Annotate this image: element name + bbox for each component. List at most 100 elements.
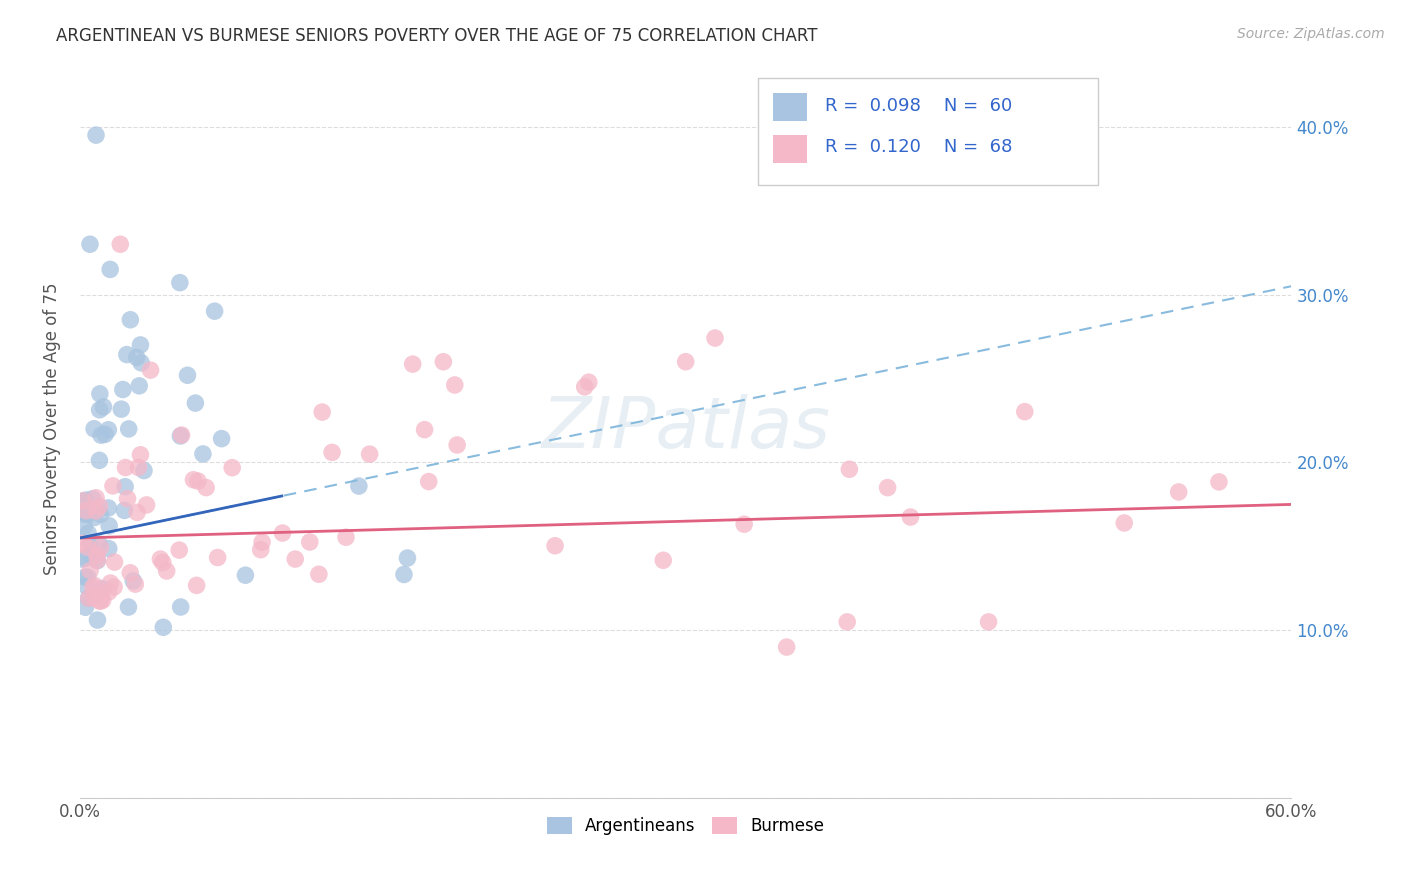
Point xyxy=(675,355,697,369)
Point xyxy=(72,495,94,509)
Point xyxy=(89,387,111,401)
Point xyxy=(187,474,209,488)
Point xyxy=(221,460,243,475)
Point xyxy=(184,396,207,410)
Point xyxy=(195,481,218,495)
Point xyxy=(122,574,145,588)
Point xyxy=(139,363,162,377)
Point xyxy=(170,428,193,442)
Point xyxy=(84,128,107,142)
Point xyxy=(75,493,97,508)
Point xyxy=(128,379,150,393)
Point xyxy=(347,479,370,493)
Point xyxy=(91,593,114,607)
Point xyxy=(89,541,111,555)
Point xyxy=(170,599,193,614)
Point xyxy=(443,378,465,392)
Point xyxy=(100,576,122,591)
Point xyxy=(114,460,136,475)
Point xyxy=(876,481,898,495)
Point xyxy=(169,276,191,290)
Point xyxy=(271,526,294,541)
Point xyxy=(75,551,97,566)
Point xyxy=(73,507,96,521)
Point xyxy=(125,351,148,365)
Point xyxy=(97,585,120,599)
Point xyxy=(77,591,100,606)
Point xyxy=(446,438,468,452)
Point xyxy=(413,423,436,437)
Point xyxy=(156,564,179,578)
Point xyxy=(89,453,111,467)
Point xyxy=(76,508,98,522)
Point xyxy=(1014,404,1036,418)
Point xyxy=(103,555,125,569)
Point xyxy=(72,494,94,508)
Point xyxy=(72,536,94,550)
Bar xyxy=(773,135,807,163)
Point xyxy=(250,535,273,549)
Point xyxy=(76,541,98,555)
Point xyxy=(112,503,135,517)
Point xyxy=(86,548,108,562)
Point xyxy=(86,554,108,568)
Point xyxy=(97,500,120,515)
Point xyxy=(129,338,152,352)
Point xyxy=(73,519,96,533)
Point xyxy=(110,402,132,417)
Point xyxy=(284,552,307,566)
Point xyxy=(97,541,120,556)
Point xyxy=(120,566,142,580)
Point xyxy=(114,480,136,494)
Point xyxy=(124,577,146,591)
Point xyxy=(127,505,149,519)
Point xyxy=(392,567,415,582)
FancyBboxPatch shape xyxy=(758,78,1098,186)
Point xyxy=(77,591,100,606)
Point xyxy=(89,594,111,608)
Point xyxy=(152,556,174,570)
Text: ZIPatlas: ZIPatlas xyxy=(541,394,830,463)
Point xyxy=(135,498,157,512)
Point xyxy=(93,400,115,414)
Point xyxy=(704,331,727,345)
Point xyxy=(75,600,97,615)
Point xyxy=(115,348,138,362)
Point xyxy=(169,429,191,443)
Point xyxy=(82,580,104,594)
Point xyxy=(574,380,596,394)
Point xyxy=(837,615,859,629)
Point xyxy=(308,567,330,582)
Point xyxy=(90,428,112,442)
Point xyxy=(73,570,96,584)
Point xyxy=(1114,516,1136,530)
Point xyxy=(83,510,105,524)
Point xyxy=(204,304,226,318)
Point xyxy=(900,510,922,524)
Point xyxy=(89,402,111,417)
Point xyxy=(72,552,94,566)
Point xyxy=(87,537,110,551)
Point xyxy=(167,543,190,558)
Text: R =  0.120    N =  68: R = 0.120 N = 68 xyxy=(825,138,1012,156)
Point xyxy=(152,620,174,634)
Point xyxy=(110,237,132,252)
Point xyxy=(103,580,125,594)
Point xyxy=(775,640,797,654)
Point xyxy=(120,312,142,326)
Point xyxy=(207,550,229,565)
Point xyxy=(149,552,172,566)
Point xyxy=(211,432,233,446)
Point xyxy=(1167,485,1189,500)
Point xyxy=(83,589,105,603)
Point xyxy=(977,615,1000,629)
Point xyxy=(89,499,111,513)
Point xyxy=(86,553,108,567)
Point xyxy=(90,508,112,522)
Point xyxy=(335,530,357,544)
Point xyxy=(79,237,101,252)
Point xyxy=(127,460,149,475)
Point xyxy=(101,479,124,493)
Point xyxy=(84,491,107,505)
Point xyxy=(235,568,257,582)
